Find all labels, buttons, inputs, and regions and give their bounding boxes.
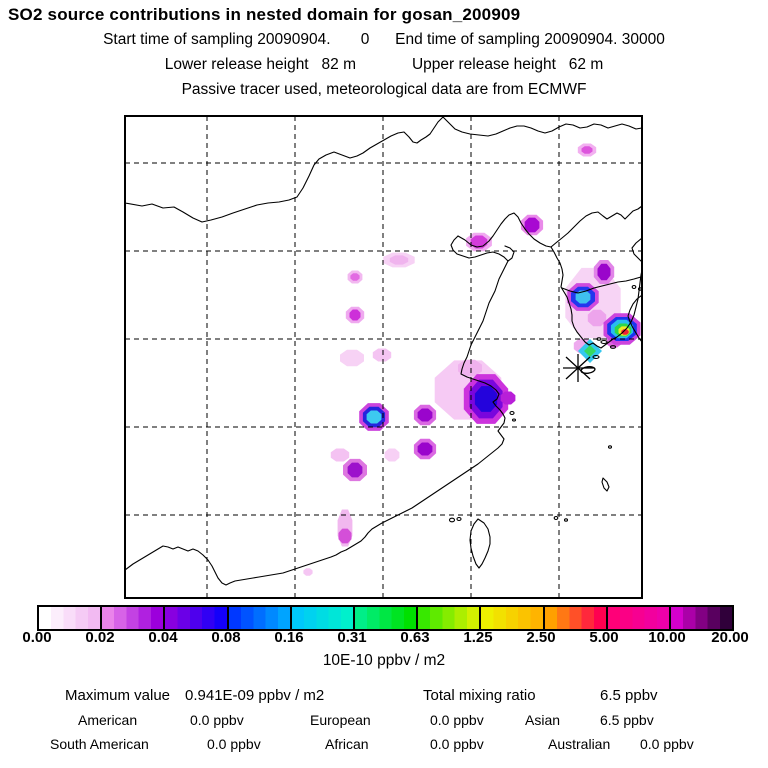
coastline-honshu-edge xyxy=(631,237,642,263)
shanghai-blob xyxy=(474,386,498,412)
region-american-label: American xyxy=(78,712,138,728)
colorbar xyxy=(37,605,734,631)
colorbar-tick-labels: 0.00 0.02 0.04 0.08 0.16 0.31 0.63 1.25 2.50 5.00… xyxy=(0,629,768,647)
colorbar-tick: 0.04 xyxy=(148,629,178,646)
colorbar-tick: 0.31 xyxy=(337,629,367,646)
region-european-label: European xyxy=(310,712,371,728)
region-european-value: 0.0 ppbv xyxy=(430,712,484,728)
map-frame xyxy=(124,115,643,599)
colorbar-tick: 0.08 xyxy=(211,629,241,646)
pale-nw-2 xyxy=(372,348,392,362)
island-okinawa xyxy=(601,477,610,492)
colorbar-segment xyxy=(291,607,355,629)
purple-blob-3 xyxy=(347,462,363,478)
region-south-american-label: South American xyxy=(50,736,149,752)
border-korea-inner xyxy=(561,276,642,294)
receptor-site-marker xyxy=(563,354,596,382)
south-dot xyxy=(303,568,313,576)
west-blob-1 xyxy=(350,273,360,281)
region-american-value: 0.0 ppbv xyxy=(190,712,244,728)
colorbar-tick: 0.16 xyxy=(274,629,304,646)
stats-row-regions-1: American 0.0 ppbv European 0.0 ppbv Asia… xyxy=(0,712,768,730)
busan-rainbow-blob xyxy=(621,329,629,335)
colorbar-tick: 1.25 xyxy=(463,629,493,646)
colorbar-tick: 2.50 xyxy=(526,629,556,646)
purple-blob-1 xyxy=(417,408,433,422)
max-value: 0.941E-09 ppbv / m2 xyxy=(185,687,325,704)
coastline-korea xyxy=(550,246,642,349)
gosan-diamond xyxy=(584,345,596,357)
coastline-north-border-east xyxy=(442,116,642,137)
nk-border-blob xyxy=(524,217,540,233)
subtitle-sampling-times: Start time of sampling 20090904. 0 End t… xyxy=(103,31,665,48)
region-south-american-value: 0.0 ppbv xyxy=(207,736,261,752)
purple-blob-2 xyxy=(417,442,433,456)
coastline-kyushu xyxy=(627,294,642,343)
colorbar-segment xyxy=(418,607,482,629)
coastline-east-china xyxy=(125,260,509,586)
colorbar-tick: 0.02 xyxy=(85,629,115,646)
colorbar-tick: 10.00 xyxy=(648,629,686,646)
pale-nw-1 xyxy=(340,349,364,367)
colorbar-tick: 0.63 xyxy=(400,629,430,646)
colorbar-segment xyxy=(165,607,229,629)
cyan-west-blob xyxy=(366,410,382,424)
region-australian-value: 0.0 ppbv xyxy=(640,736,694,752)
stats-row-max: Maximum value 0.941E-09 ppbv / m2 Total … xyxy=(0,687,768,705)
west-blob-2 xyxy=(349,309,361,321)
shanghai-east-bump xyxy=(500,391,516,405)
south-streak-core xyxy=(338,528,352,544)
subtitle-tracer-note: Passive tracer used, meteorological data… xyxy=(181,81,587,98)
colorbar-segment xyxy=(102,607,166,629)
total-mixing-ratio-label: Total mixing ratio xyxy=(423,687,536,704)
coastline-bohai-liaodong xyxy=(457,205,642,248)
region-australian-label: Australian xyxy=(548,736,611,752)
nk-purple-blob xyxy=(597,263,611,281)
region-asian-label: Asian xyxy=(525,712,561,728)
colorbar-tick: 20.00 xyxy=(711,629,749,646)
colorbar-tick: 5.00 xyxy=(589,629,619,646)
colorbar-tick: 0.00 xyxy=(22,629,52,646)
max-value-label: Maximum value xyxy=(65,687,171,704)
colorbar-segment xyxy=(39,607,103,629)
colorbar-segment xyxy=(354,607,419,629)
pale-row xyxy=(389,255,409,265)
korea-halo-2 xyxy=(587,309,607,327)
subtitle-release-heights: Lower release height 82 m Upper release … xyxy=(164,56,604,73)
pale-wisp-2 xyxy=(384,448,400,462)
colorbar-segment xyxy=(481,607,545,629)
colorbar-segment xyxy=(670,607,733,629)
coastline-north-border-west xyxy=(125,116,444,223)
korea-blue-blob xyxy=(575,290,591,304)
ne-small-blob xyxy=(581,146,593,154)
pale-wisp-1 xyxy=(330,448,350,462)
region-african-label: African xyxy=(325,736,369,752)
total-mixing-ratio-value: 6.5 ppbv xyxy=(600,687,658,704)
small-islands xyxy=(448,284,642,523)
region-asian-value: 6.5 ppbv xyxy=(600,712,654,728)
coastline-taiwan xyxy=(469,518,491,569)
colorbar-segment xyxy=(228,607,292,629)
stats-row-regions-2: South American 0.0 ppbv African 0.0 ppbv… xyxy=(0,736,768,754)
coastlines xyxy=(125,116,642,586)
colorbar-segment xyxy=(607,607,671,629)
colorbar-segment xyxy=(544,607,608,629)
region-african-value: 0.0 ppbv xyxy=(430,736,484,752)
coastline-shandong xyxy=(450,235,515,262)
colorbar-unit-label: 10E-10 ppbv / m2 xyxy=(322,652,446,669)
page-title: SO2 source contributions in nested domai… xyxy=(8,5,521,24)
